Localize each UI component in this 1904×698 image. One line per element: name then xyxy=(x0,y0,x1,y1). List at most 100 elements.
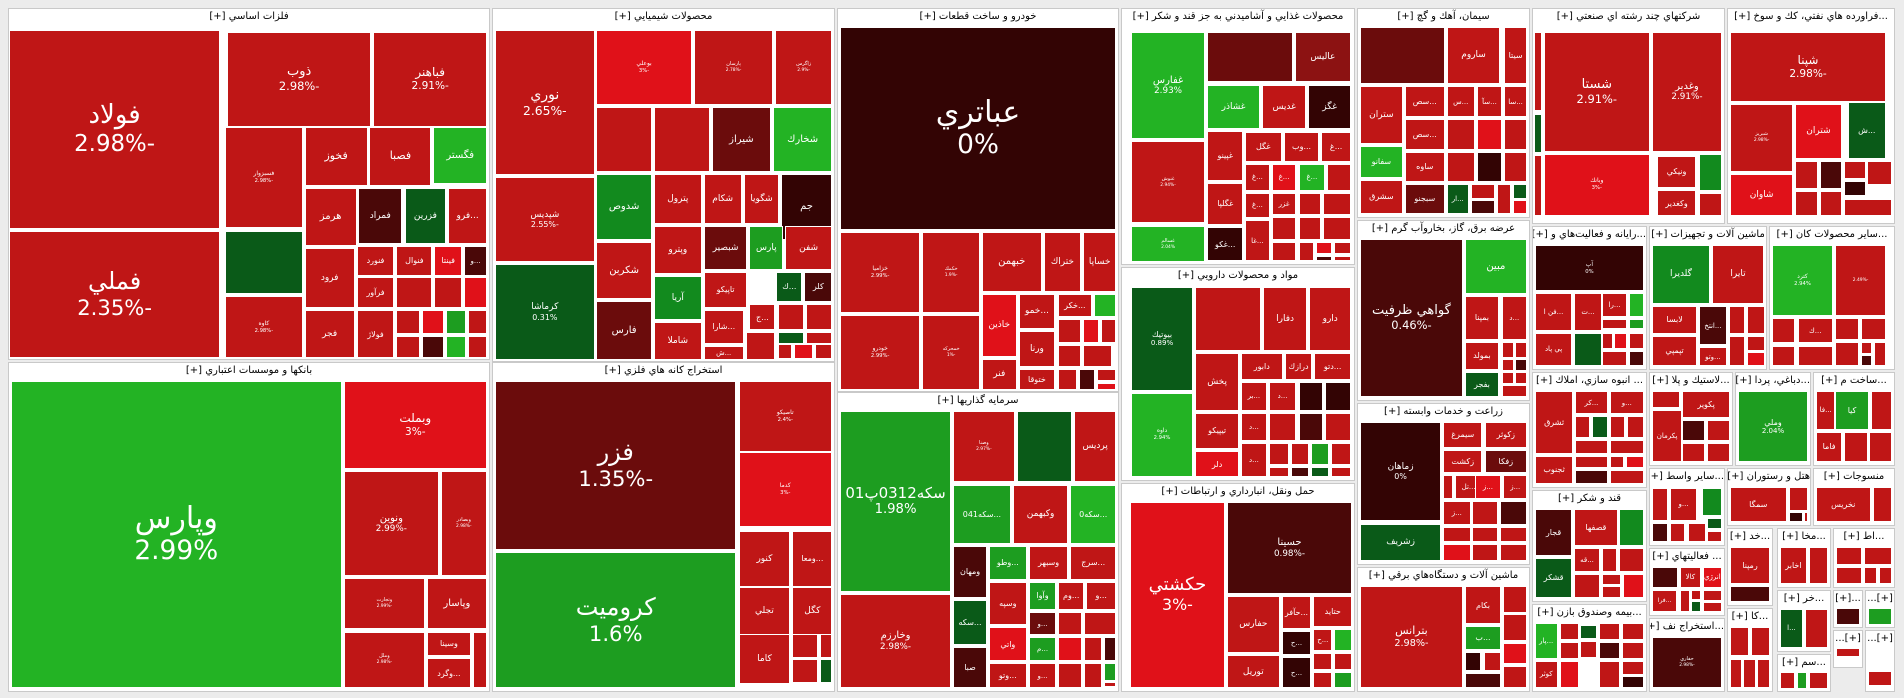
stock-tile[interactable] xyxy=(1835,546,1862,566)
stock-tile[interactable] xyxy=(1771,345,1796,366)
stock-tile-...ح[interactable]: ...ح xyxy=(1313,628,1333,652)
stock-tile[interactable] xyxy=(1729,585,1771,603)
stock-tile[interactable] xyxy=(1514,341,1527,358)
stock-tile-...ح[interactable]: ...ح xyxy=(1281,657,1312,688)
stock-tile-فولاژ[interactable]: فولاژ xyxy=(356,310,395,358)
stock-tile-وتجارت[interactable]: وتجارت -2.99% xyxy=(343,577,426,630)
stock-tile[interactable] xyxy=(1618,548,1644,572)
stock-tile-غگل[interactable]: غگل xyxy=(1244,132,1282,162)
stock-tile[interactable] xyxy=(1601,573,1622,585)
sector-title[interactable]: خودرو و ساخت قطعات [+] xyxy=(838,9,1118,25)
stock-tile[interactable] xyxy=(1083,345,1113,367)
stock-tile-كرماشا[interactable]: كرماشا 0.31% xyxy=(495,263,595,360)
sector-title[interactable]: بانكها و موسسات اعتباري [+] xyxy=(9,363,489,379)
stock-tile[interactable] xyxy=(1622,573,1644,599)
stock-tile-...پار[interactable]: ...پار xyxy=(1534,622,1558,659)
stock-tile[interactable] xyxy=(1464,673,1502,689)
stock-tile-كنور[interactable]: كنور xyxy=(738,531,791,587)
stock-tile[interactable] xyxy=(1514,372,1527,384)
stock-tile-شاوان[interactable]: شاوان xyxy=(1729,173,1794,217)
stock-tile-...وم[interactable]: ...وم xyxy=(1058,581,1085,610)
stock-tile-غسالم[interactable]: غسالم 2.04% xyxy=(1130,226,1206,263)
stock-tile-ونيكي[interactable]: ونيكي xyxy=(1656,155,1697,189)
stock-tile-عباتري[interactable]: عباتري 0% xyxy=(839,26,1117,230)
stock-tile-وپترو[interactable]: وپترو xyxy=(653,226,702,274)
stock-tile-خمحركه[interactable]: خمحركه -1% xyxy=(922,315,980,390)
stock-tile-خاذين[interactable]: خاذين xyxy=(981,294,1017,358)
stock-tile-كلر[interactable]: كلر xyxy=(804,271,833,303)
stock-tile[interactable] xyxy=(1334,256,1352,262)
stock-tile-...سص[interactable]: ...سص xyxy=(1404,86,1446,118)
stock-tile[interactable] xyxy=(778,343,793,359)
stock-tile[interactable] xyxy=(1844,431,1868,463)
stock-tile[interactable] xyxy=(1864,546,1893,566)
stock-tile-دلر[interactable]: دلر xyxy=(1195,451,1239,478)
stock-tile-دفارا[interactable]: دفارا xyxy=(1262,286,1308,352)
stock-tile[interactable] xyxy=(1619,508,1644,547)
stock-tile-بكام[interactable]: بكام xyxy=(1464,586,1502,625)
stock-tile[interactable] xyxy=(1580,640,1597,659)
stock-tile[interactable] xyxy=(1575,439,1608,454)
stock-tile-...د[interactable]: ...د xyxy=(1241,412,1267,442)
stock-tile-...غ[interactable]: ...غ xyxy=(1321,132,1351,162)
stock-tile[interactable] xyxy=(792,634,819,659)
stock-tile-وبملت[interactable]: وبملت -3% xyxy=(343,380,488,470)
stock-tile-...وب[interactable]: ...وب xyxy=(1283,132,1320,162)
stock-tile[interactable] xyxy=(1079,368,1096,390)
stock-tile-...كر[interactable]: ...كر xyxy=(1575,390,1608,415)
stock-tile-...ا[interactable]: ...ا xyxy=(1779,608,1803,649)
stock-tile-پارسان[interactable]: پارسان -2.78% xyxy=(693,30,774,106)
stock-tile[interactable] xyxy=(1084,637,1103,662)
stock-tile[interactable] xyxy=(1298,217,1322,241)
stock-tile-فاما[interactable]: فاما xyxy=(1815,431,1843,463)
stock-tile[interactable] xyxy=(1472,526,1498,543)
stock-tile[interactable] xyxy=(1104,663,1117,682)
stock-tile-شگويا[interactable]: شگويا xyxy=(743,174,780,224)
stock-tile-...ك[interactable]: ...ك xyxy=(776,271,803,303)
stock-tile-وصنا[interactable]: وصنا -2.97% xyxy=(953,410,1015,483)
stock-tile[interactable] xyxy=(1743,658,1756,689)
stock-tile[interactable] xyxy=(1514,359,1527,371)
stock-tile[interactable] xyxy=(1533,113,1542,154)
stock-tile[interactable] xyxy=(422,310,445,335)
stock-tile[interactable] xyxy=(820,634,832,659)
stock-tile-فزرين[interactable]: فزرين xyxy=(404,188,447,244)
stock-tile-كاما[interactable]: كاما xyxy=(738,634,791,685)
stock-tile[interactable] xyxy=(1601,350,1628,367)
stock-tile[interactable] xyxy=(1503,666,1527,689)
stock-tile-شستا[interactable]: شستا -2.91% xyxy=(1543,31,1650,152)
stock-tile-زشريف[interactable]: زشريف xyxy=(1360,523,1442,561)
stock-tile-...ار[interactable]: ...ار xyxy=(1446,184,1469,214)
stock-tile[interactable] xyxy=(1094,294,1117,317)
stock-tile-فخوز[interactable]: فخوز xyxy=(304,127,368,186)
sector-title[interactable]: [+]... xyxy=(1834,631,1862,647)
stock-tile-وپارس[interactable]: وپارس 2.99% xyxy=(10,380,342,688)
sector-title[interactable]: حمل ونقل، انبارداري و ارتباطات [+] xyxy=(1122,484,1354,500)
sector-title[interactable]: محصولات شيميايي [+] xyxy=(493,9,834,25)
stock-tile-ثجنوب[interactable]: ثجنوب xyxy=(1534,455,1574,485)
sector-title[interactable]: محصولات غذايي و آشاميدني به جز قند و شكر… xyxy=(1122,9,1354,25)
stock-tile[interactable] xyxy=(1622,641,1645,659)
stock-tile-...فا[interactable]: ...فا xyxy=(1815,390,1836,430)
stock-tile-...وتو[interactable]: ...وتو xyxy=(1699,347,1727,367)
stock-tile-فزر[interactable]: فزر -1.35% xyxy=(495,380,737,550)
stock-tile-پكرمان[interactable]: پكرمان xyxy=(1651,410,1683,463)
stock-tile-بمولد[interactable]: بمولد xyxy=(1464,341,1500,371)
stock-tile[interactable] xyxy=(1868,431,1893,463)
stock-tile-درازك[interactable]: درازك xyxy=(1284,353,1313,380)
stock-tile[interactable] xyxy=(1690,589,1701,600)
stock-tile-خزاميا[interactable]: خزاميا -2.99% xyxy=(839,231,921,313)
sector-title[interactable]: ماشين آلات و تجهيزات [+] xyxy=(1650,227,1766,243)
stock-tile[interactable] xyxy=(1503,642,1527,665)
stock-tile[interactable] xyxy=(1797,671,1807,690)
stock-tile[interactable] xyxy=(225,230,303,295)
stock-tile-شاملا[interactable]: شاملا xyxy=(653,322,702,360)
stock-tile[interactable] xyxy=(1729,658,1743,689)
stock-tile-...ت[interactable]: ...ت xyxy=(1574,293,1602,331)
sector-title[interactable]: ...كا [+] xyxy=(1728,609,1772,625)
stock-tile-وبانك[interactable]: وبانك -3% xyxy=(1543,153,1650,217)
stock-tile-نخريس[interactable]: نخريس xyxy=(1815,486,1871,523)
stock-tile[interactable] xyxy=(778,304,805,331)
stock-tile-لابسا[interactable]: لابسا xyxy=(1651,306,1698,334)
stock-tile-بترانس[interactable]: بترانس -2.98% xyxy=(1360,586,1463,689)
